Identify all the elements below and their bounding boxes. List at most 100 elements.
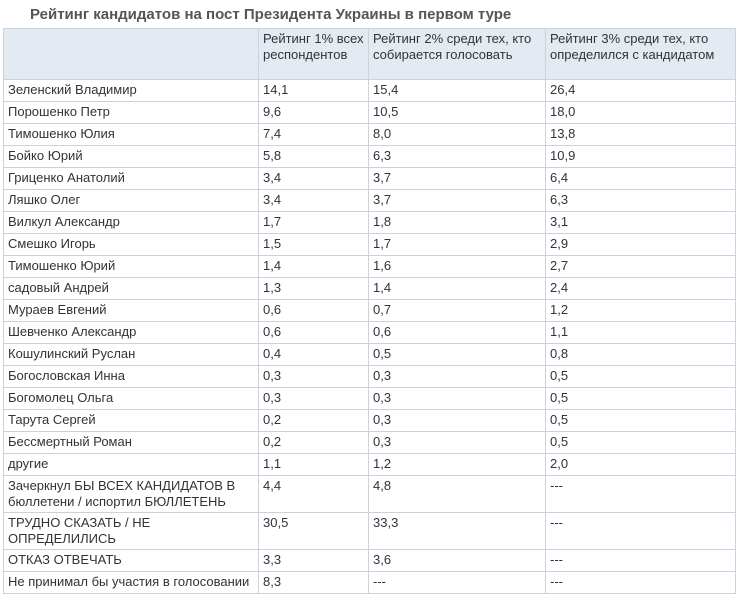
value-cell: --- — [545, 549, 736, 572]
value-cell: 0,6 — [258, 299, 369, 322]
value-cell: 1,1 — [545, 321, 736, 344]
value-cell: --- — [545, 475, 736, 513]
value-cell: 5,8 — [258, 145, 369, 168]
value-cell: 1,2 — [545, 299, 736, 322]
value-cell: 3,6 — [368, 549, 546, 572]
value-cell: 13,8 — [545, 123, 736, 146]
value-cell: 30,5 — [258, 512, 369, 550]
table-row: Гриценко Анатолий 3,4 3,7 6,4 — [3, 167, 736, 190]
value-cell: 0,5 — [545, 431, 736, 454]
value-cell: 33,3 — [368, 512, 546, 550]
table-row: Тимошенко Юлия 7,4 8,0 13,8 — [3, 123, 736, 146]
value-cell: 1,3 — [258, 277, 369, 300]
value-cell: 0,2 — [258, 431, 369, 454]
value-cell: 6,3 — [368, 145, 546, 168]
name-cell: садовый Андрей — [3, 277, 259, 300]
value-cell: 1,8 — [368, 211, 546, 234]
table-row: садовый Андрей 1,3 1,4 2,4 — [3, 277, 736, 300]
value-cell: 0,3 — [258, 365, 369, 388]
value-cell: 0,5 — [368, 343, 546, 366]
value-cell: 3,7 — [368, 189, 546, 212]
value-cell: 0,3 — [368, 431, 546, 454]
name-cell: Тарута Сергей — [3, 409, 259, 432]
value-cell: --- — [368, 571, 546, 594]
value-cell: --- — [545, 512, 736, 550]
header-cell — [3, 28, 259, 80]
value-cell: 0,3 — [368, 365, 546, 388]
value-cell: 0,5 — [545, 409, 736, 432]
table-row: Богословская Инна 0,3 0,3 0,5 — [3, 365, 736, 388]
value-cell: 1,5 — [258, 233, 369, 256]
value-cell: 1,4 — [368, 277, 546, 300]
value-cell: 3,4 — [258, 167, 369, 190]
rating-table: Рейтинг 1% всех респондентов Рейтинг 2% с… — [3, 28, 736, 594]
table-row: Мураев Евгений 0,6 0,7 1,2 — [3, 299, 736, 322]
value-cell: 0,3 — [258, 387, 369, 410]
table-row: ОТКАЗ ОТВЕЧАТЬ 3,3 3,6 --- — [3, 549, 736, 572]
table-row: Бессмертный Роман 0,2 0,3 0,5 — [3, 431, 736, 454]
value-cell: 18,0 — [545, 101, 736, 124]
value-cell: 2,4 — [545, 277, 736, 300]
name-cell: Ляшко Олег — [3, 189, 259, 212]
name-cell: Богословская Инна — [3, 365, 259, 388]
value-cell: 0,3 — [368, 387, 546, 410]
value-cell: 4,4 — [258, 475, 369, 513]
value-cell: 0,5 — [545, 387, 736, 410]
name-cell: Кошулинский Руслан — [3, 343, 259, 366]
value-cell: 0,6 — [258, 321, 369, 344]
value-cell: 0,2 — [258, 409, 369, 432]
table-row: Не принимал бы участия в голосовании 8,3-… — [3, 571, 736, 594]
value-cell: 1,7 — [258, 211, 369, 234]
name-cell: Зачеркнул БЫ ВСЕХ КАНДИДАТОВ В бюллетени… — [3, 475, 259, 513]
name-cell: Смешко Игорь — [3, 233, 259, 256]
value-cell: 10,9 — [545, 145, 736, 168]
value-cell: 0,4 — [258, 343, 369, 366]
value-cell: 10,5 — [368, 101, 546, 124]
header-cell: Рейтинг 3% среди тех, кто определился с … — [545, 28, 736, 80]
value-cell: 9,6 — [258, 101, 369, 124]
table-row: Шевченко Александр 0,6 0,6 1,1 — [3, 321, 736, 344]
name-cell: Тимошенко Юлия — [3, 123, 259, 146]
value-cell: 15,4 — [368, 79, 546, 102]
value-cell: 1,7 — [368, 233, 546, 256]
name-cell: Бойко Юрий — [3, 145, 259, 168]
name-cell: Тимошенко Юрий — [3, 255, 259, 278]
name-cell: Шевченко Александр — [3, 321, 259, 344]
value-cell: 4,8 — [368, 475, 546, 513]
value-cell: 0,6 — [368, 321, 546, 344]
title: Рейтинг кандидатов на пост Президента Ук… — [30, 6, 512, 23]
name-cell: Зеленский Владимир — [3, 79, 259, 102]
table-row: Зеленский Владимир 14,1 15,4 26,4 — [3, 79, 736, 102]
name-cell: Бессмертный Роман — [3, 431, 259, 454]
value-cell: 2,9 — [545, 233, 736, 256]
table-row: Тимошенко Юрий 1,4 1,6 2,7 — [3, 255, 736, 278]
table-row: Смешко Игорь 1,5 1,7 2,9 — [3, 233, 736, 256]
name-cell: Мураев Евгений — [3, 299, 259, 322]
name-cell: ОТКАЗ ОТВЕЧАТЬ — [3, 549, 259, 572]
table-row: Ляшко Олег 3,4 3,7 6,3 — [3, 189, 736, 212]
value-cell: --- — [545, 571, 736, 594]
value-cell: 3,1 — [545, 211, 736, 234]
value-cell: 0,3 — [368, 409, 546, 432]
table-row: Кошулинский Руслан 0,4 0,5 0,8 — [3, 343, 736, 366]
value-cell: 1,1 — [258, 453, 369, 476]
value-cell: 26,4 — [545, 79, 736, 102]
value-cell: 7,4 — [258, 123, 369, 146]
value-cell: 0,5 — [545, 365, 736, 388]
name-cell: Гриценко Анатолий — [3, 167, 259, 190]
table-body: Зеленский Владимир 14,1 15,4 26,4 Порошенко … — [3, 79, 736, 594]
value-cell: 14,1 — [258, 79, 369, 102]
header-cell: Рейтинг 2% среди тех, кто собирается гол… — [368, 28, 546, 80]
name-cell: другие — [3, 453, 259, 476]
table-row: Бойко Юрий 5,8 6,3 10,9 — [3, 145, 736, 168]
value-cell: 8,3 — [258, 571, 369, 594]
name-cell: ТРУДНО СКАЗАТЬ / НЕ ОПРЕДЕЛИЛИСЬ — [3, 512, 259, 550]
value-cell: 2,7 — [545, 255, 736, 278]
value-cell: 6,3 — [545, 189, 736, 212]
value-cell: 3,4 — [258, 189, 369, 212]
value-cell: 6,4 — [545, 167, 736, 190]
table-row: Зачеркнул БЫ ВСЕХ КАНДИДАТОВ В бюллетени… — [3, 475, 736, 513]
header-cell: Рейтинг 1% всех респондентов — [258, 28, 369, 80]
header-row: Рейтинг 1% всех респондентов Рейтинг 2% с… — [3, 28, 736, 80]
